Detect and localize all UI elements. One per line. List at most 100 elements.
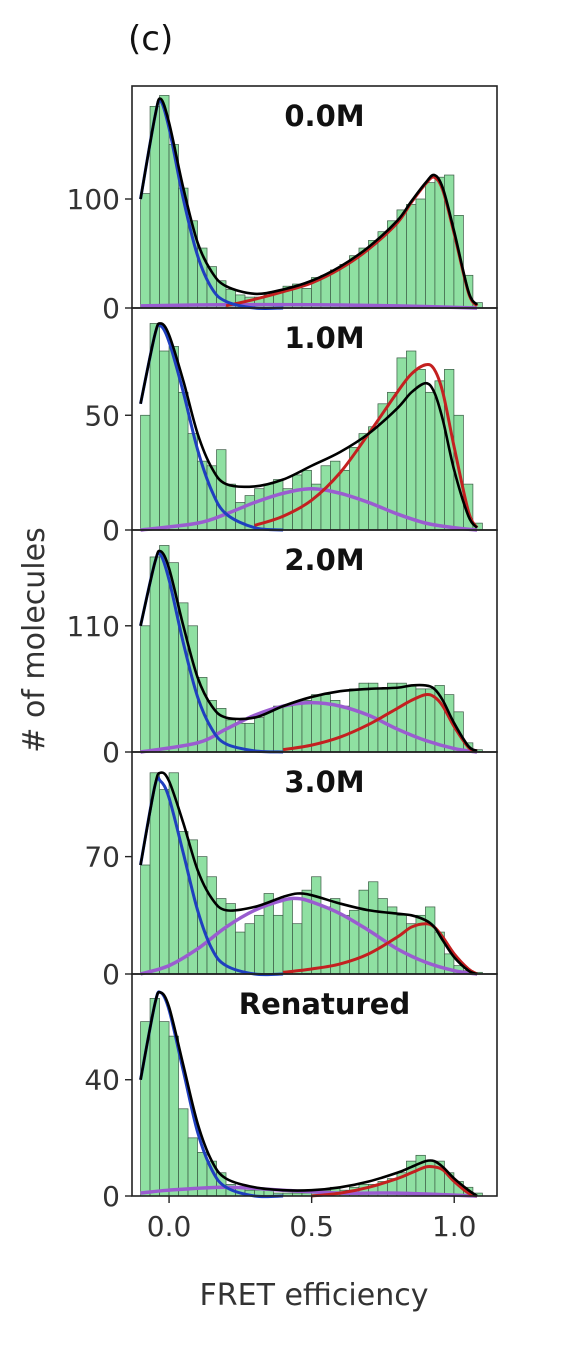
plot-stack: 0 100 0.0M 0 50 1.0M 0 110 2.0M 0 70 3.0M 0 40 Renatur…: [67, 85, 498, 1243]
histogram-bar: [415, 369, 426, 531]
y-tick-label: 110: [67, 610, 120, 643]
histogram-bar: [159, 789, 170, 975]
y-axis-label: # of molecules: [17, 527, 52, 752]
subplot-frame: [131, 973, 498, 1197]
x-axis-label: FRET efficiency: [200, 1278, 429, 1313]
histogram-bar: [140, 193, 151, 309]
histogram-bar: [339, 705, 350, 753]
histogram-bar: [282, 705, 293, 753]
y-tick-label: 100: [67, 183, 120, 216]
high-fret-fit-curve: [282, 922, 478, 976]
histogram-bar: [140, 625, 151, 753]
histogram-bar: [396, 209, 407, 309]
histogram-bar: [282, 898, 293, 975]
histogram-bar: [244, 722, 255, 753]
total-fit-curve: [139, 322, 479, 529]
histogram-bar: [339, 264, 350, 309]
mid-fret-fit-curve: [140, 302, 478, 310]
high-fret-fit-curve: [282, 692, 478, 753]
histogram-bar: [368, 426, 379, 531]
subplot-title: 2.0M: [284, 543, 364, 577]
histogram-bar: [320, 906, 331, 975]
histogram-bar: [254, 914, 265, 975]
histogram-bar: [425, 182, 436, 309]
histogram-bar: [434, 176, 445, 309]
histogram-bar: [254, 717, 265, 753]
mid-fret-fit-curve: [140, 896, 478, 976]
histogram-bar: [434, 380, 445, 531]
y-tick-label: 40: [84, 1064, 120, 1097]
total-fit-curve: [139, 97, 479, 306]
subplot-4: 0 70 3.0M: [84, 751, 498, 991]
histogram-bar: [225, 483, 236, 531]
histogram-bar: [149, 556, 160, 753]
y-tick-label: 0: [102, 736, 120, 769]
histogram-bar: [273, 705, 284, 753]
histogram-bar: [339, 914, 350, 975]
subplot-title: 0.0M: [284, 99, 364, 133]
histogram-bar: [244, 923, 255, 975]
x-tick-label: 0.0: [147, 1210, 192, 1243]
histogram-bar: [349, 688, 360, 753]
y-tick-label: 70: [84, 841, 120, 874]
y-tick-label: 0: [102, 292, 120, 325]
histogram-bar: [168, 1035, 179, 1197]
histogram-bar: [320, 465, 331, 531]
histogram-bar: [330, 460, 341, 531]
histogram-bar: [159, 350, 170, 531]
histogram-bar: [377, 231, 388, 309]
histogram-bar: [339, 469, 350, 531]
y-tick-label: 0: [102, 958, 120, 991]
mid-fret-fit-curve: [140, 700, 478, 754]
histogram-bar: [273, 479, 284, 531]
high-fret-fit-curve: [311, 1164, 478, 1198]
histogram-bar: [292, 923, 303, 975]
histogram-bar: [225, 903, 236, 975]
y-tick-label: 0: [102, 1180, 120, 1213]
histogram-bar: [330, 269, 341, 309]
subplot-5: 0 40 Renatured 0.0 0.5 1.0: [84, 973, 498, 1243]
histogram-bar: [273, 914, 284, 975]
histogram-bar: [292, 703, 303, 753]
histogram-bar: [396, 914, 407, 975]
histogram-bar: [358, 682, 369, 753]
histogram-bar: [358, 889, 369, 975]
mid-fret-fit-curve: [140, 486, 478, 532]
histogram-bar: [178, 1108, 189, 1197]
histogram-bar: [387, 220, 398, 309]
subplot-title: Renatured: [239, 987, 410, 1021]
histogram-bar: [330, 700, 341, 753]
histogram-bar: [425, 391, 436, 531]
total-fit-curve: [139, 990, 478, 1198]
histogram-bar: [368, 881, 379, 975]
histogram-bar: [178, 391, 189, 531]
histogram-bar: [406, 204, 417, 309]
panel-label: (c): [128, 19, 173, 59]
total-fit-curve: [139, 549, 478, 753]
subplot-1: 0 100 0.0M: [67, 85, 498, 325]
histogram-bar: [235, 931, 246, 975]
histogram-bar: [406, 923, 417, 975]
histogram-bar: [263, 711, 274, 753]
histogram-bar: [311, 876, 322, 975]
subplot-title: 3.0M: [284, 765, 364, 799]
subplot-title: 1.0M: [284, 321, 364, 355]
histogram-bar: [396, 682, 407, 753]
histogram-bar: [282, 488, 293, 531]
histogram-bar: [140, 864, 151, 975]
x-tick-label: 0.5: [289, 1210, 334, 1243]
subplot-3: 0 110 2.0M: [67, 529, 498, 769]
y-tick-label: 0: [102, 514, 120, 547]
x-tick-label: 1.0: [432, 1210, 477, 1243]
high-fret-fit-curve: [254, 363, 479, 529]
y-tick-label: 50: [84, 399, 120, 432]
subplot-2: 0 50 1.0M: [84, 307, 498, 547]
histogram-bar: [406, 685, 417, 753]
histogram-bar: [140, 414, 151, 531]
histogram-bar: [368, 240, 379, 309]
total-fit-curve: [139, 771, 478, 976]
histogram-bar: [415, 198, 426, 309]
histogram-bar: [159, 1021, 170, 1197]
histogram-bar: [387, 682, 398, 753]
